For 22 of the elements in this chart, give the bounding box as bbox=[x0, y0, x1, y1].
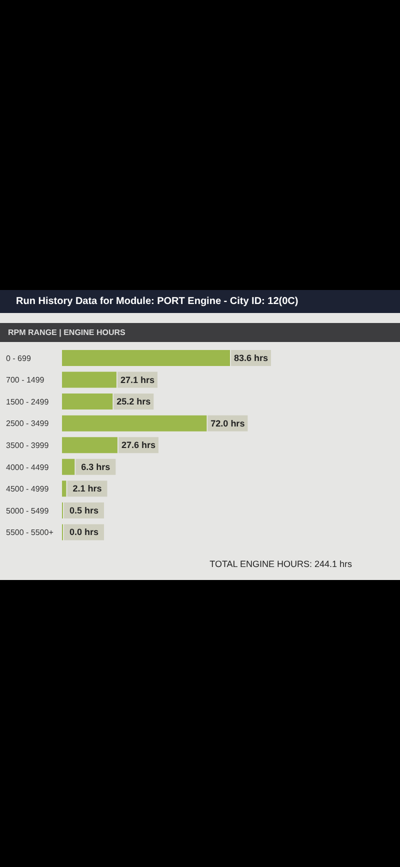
y-tick-label: 4000 - 4499 bbox=[6, 462, 50, 472]
data-label: 6.3 hrs bbox=[81, 462, 110, 472]
y-tick-label: 2500 - 3499 bbox=[6, 419, 50, 428]
data-label: 72.0 hrs bbox=[210, 418, 245, 428]
data-label: 27.6 hrs bbox=[121, 440, 156, 450]
text: TOTAL ENGINE HOURS: 244.1 hrs bbox=[208, 559, 353, 569]
y-tick-label: 4500 - 4999 bbox=[6, 484, 50, 494]
data-label: 25.2 hrs bbox=[116, 396, 151, 407]
bar bbox=[62, 480, 66, 497]
data-label: 27.1 hrs bbox=[120, 374, 154, 385]
y-tick-label: 3500 - 3999 bbox=[6, 441, 50, 450]
y-tick-label: 5500 - 5500+ bbox=[6, 528, 54, 538]
y-tick-label: 700 - 1499 bbox=[6, 376, 45, 385]
data-label: 2.1 hrs bbox=[72, 484, 102, 494]
y-tick-label: 1500 - 2499 bbox=[6, 397, 50, 406]
y-tick-label: 0 - 699 bbox=[6, 354, 32, 363]
y-tick-label: 5000 - 5499 bbox=[6, 506, 50, 516]
chart-subtitle: RPM RANGE | ENGINE HOURS bbox=[0, 323, 400, 342]
data-label: 0.5 hrs bbox=[69, 505, 99, 516]
chart-title: Run History Data for Module: PORT Engine - City ID: 12(0C) bbox=[0, 290, 400, 313]
data-label: 0.0 hrs bbox=[69, 527, 99, 538]
data-label: 83.6 hrs bbox=[234, 353, 268, 363]
